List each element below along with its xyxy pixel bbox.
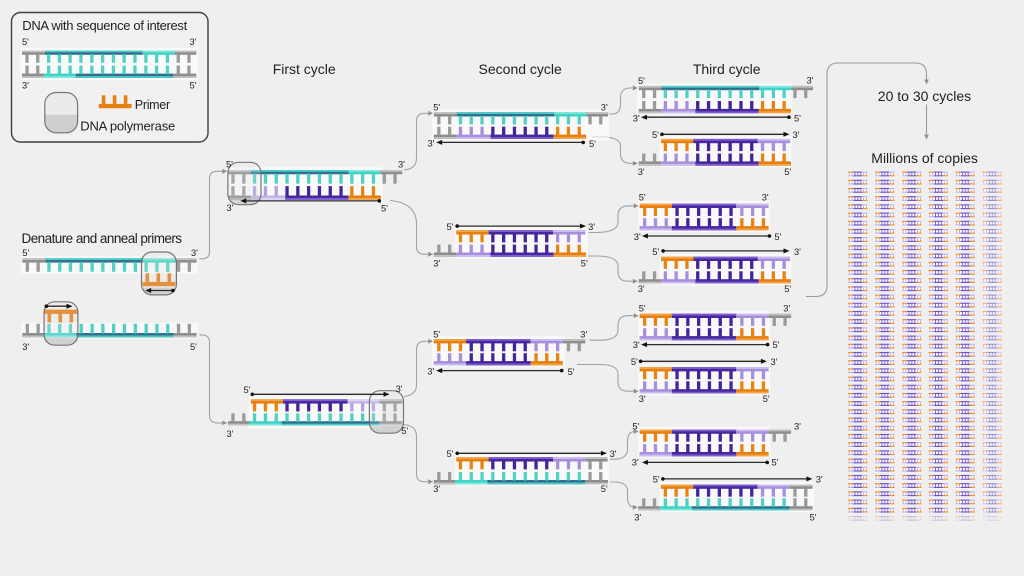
svg-text:5': 5' [631,357,638,367]
svg-text:3': 3' [816,474,823,484]
svg-text:5': 5' [190,80,197,90]
svg-text:5': 5' [653,474,660,484]
svg-text:5': 5' [638,76,645,86]
svg-text:5': 5' [581,258,588,268]
svg-text:5': 5' [763,394,770,404]
svg-text:3': 3' [427,367,434,377]
svg-text:3': 3' [634,232,641,242]
svg-text:Primer: Primer [135,98,170,112]
svg-text:3': 3' [633,340,640,350]
svg-text:3': 3' [398,160,405,170]
svg-text:5': 5' [190,342,197,352]
svg-text:3': 3' [396,384,403,394]
svg-text:3': 3' [580,329,587,339]
svg-text:Second cycle: Second cycle [479,61,562,77]
svg-text:5': 5' [784,167,791,177]
svg-text:5': 5' [447,222,454,232]
svg-text:5': 5' [244,385,251,395]
svg-text:3': 3' [762,193,769,203]
svg-text:DNA polymerase: DNA polymerase [80,118,175,133]
svg-text:5': 5' [652,247,659,257]
svg-text:3': 3' [632,458,639,468]
svg-text:3': 3' [190,37,197,47]
svg-text:First cycle: First cycle [273,61,336,77]
svg-text:DNA with sequence of interest: DNA with sequence of interest [22,18,187,33]
svg-text:20 to 30 cycles: 20 to 30 cycles [878,88,971,104]
svg-text:5': 5' [632,422,639,432]
svg-text:5': 5' [401,426,408,436]
svg-text:5': 5' [226,160,233,170]
svg-text:3': 3' [227,203,234,213]
svg-text:5': 5' [773,340,780,350]
svg-text:3': 3' [771,357,778,367]
svg-text:3': 3' [433,258,440,268]
svg-text:3': 3' [794,247,801,257]
svg-text:3': 3' [428,139,435,149]
svg-text:3': 3' [433,484,440,494]
svg-text:5': 5' [810,512,817,522]
svg-text:5': 5' [784,284,791,294]
svg-text:3': 3' [633,113,640,123]
svg-text:5': 5' [772,458,779,468]
svg-text:5': 5' [639,193,646,203]
svg-text:5': 5' [433,102,440,112]
svg-text:3': 3' [639,394,646,404]
svg-text:5': 5' [589,139,596,149]
svg-text:5': 5' [601,484,608,494]
svg-text:3': 3' [807,76,814,86]
svg-text:5': 5' [794,114,801,124]
svg-text:3': 3' [794,422,801,432]
svg-text:5': 5' [639,304,646,314]
svg-text:3': 3' [638,284,645,294]
svg-text:3': 3' [634,512,641,522]
svg-text:5': 5' [381,203,388,213]
svg-text:3': 3' [610,449,617,459]
svg-text:Denature and anneal primers: Denature and anneal primers [22,231,183,246]
svg-text:Third cycle: Third cycle [693,61,761,77]
svg-text:3': 3' [22,342,29,352]
svg-text:3': 3' [793,130,800,140]
svg-text:3': 3' [601,102,608,112]
svg-text:5': 5' [774,232,781,242]
svg-text:3': 3' [191,248,198,258]
svg-text:3': 3' [22,80,29,90]
svg-text:5': 5' [433,329,440,339]
svg-text:3': 3' [588,222,595,232]
svg-text:5': 5' [447,449,454,459]
svg-text:3': 3' [638,167,645,177]
svg-text:Millions of copies: Millions of copies [871,150,978,166]
svg-text:5': 5' [568,367,575,377]
svg-text:3': 3' [227,429,234,439]
svg-text:5': 5' [22,248,29,258]
svg-text:5': 5' [22,37,29,47]
svg-text:3': 3' [783,304,790,314]
svg-text:5': 5' [652,130,659,140]
